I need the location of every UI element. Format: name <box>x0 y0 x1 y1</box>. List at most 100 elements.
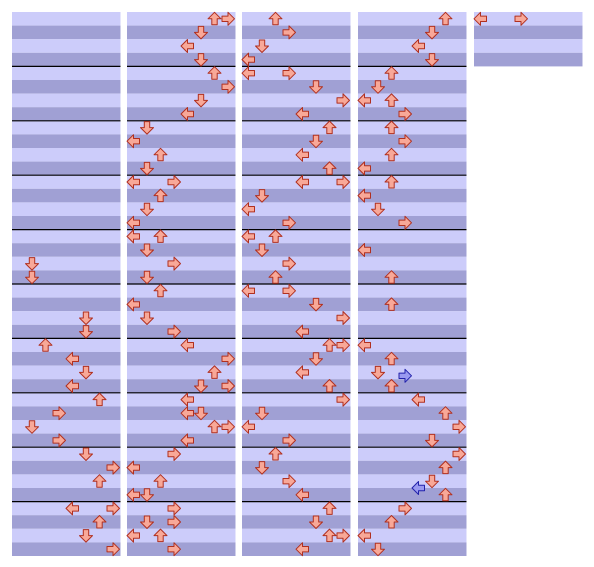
arrow-note <box>357 338 371 353</box>
arrow-note <box>268 270 283 284</box>
stripe <box>12 202 121 216</box>
arrow-note <box>357 528 371 543</box>
stripe <box>358 420 467 434</box>
stripe <box>358 216 467 230</box>
arrow-note <box>309 515 323 529</box>
arrow-note <box>425 53 439 67</box>
stripe <box>127 25 236 40</box>
arrow-note <box>336 311 350 325</box>
stripe <box>127 284 236 298</box>
arrow-note <box>194 93 208 108</box>
arrow-note <box>126 528 140 543</box>
arrow-note <box>79 311 93 325</box>
arrow-note <box>79 529 93 543</box>
arrow-note <box>194 379 208 393</box>
arrow-note <box>309 134 323 149</box>
stripe <box>358 243 467 257</box>
stripe <box>358 365 467 380</box>
stripe <box>358 229 467 244</box>
stripe <box>242 39 351 53</box>
arrow-note <box>411 481 425 495</box>
arrow-note <box>140 161 154 176</box>
stripe <box>242 379 351 393</box>
arrow-note <box>336 93 350 108</box>
stripe <box>242 120 351 135</box>
arrow-note <box>106 460 120 475</box>
arrow-note <box>322 161 337 175</box>
arrow-note <box>371 365 385 380</box>
stripe <box>242 243 351 257</box>
arrow-note <box>255 189 269 203</box>
arrow-note <box>38 338 53 352</box>
arrow-note <box>52 433 66 448</box>
stripe <box>242 80 351 94</box>
stripe <box>242 447 351 461</box>
stripe <box>12 12 121 26</box>
stripe <box>127 175 236 189</box>
stripe <box>242 392 351 407</box>
stripe <box>12 175 121 189</box>
arrow-note <box>221 11 235 26</box>
stripe <box>242 284 351 298</box>
stripe <box>242 420 351 434</box>
stripe <box>358 474 467 488</box>
arrow-note <box>514 11 528 26</box>
stripe <box>358 107 467 121</box>
stripe <box>12 338 121 352</box>
arrow-note <box>126 134 140 149</box>
stripe <box>12 66 121 80</box>
arrow-note <box>25 257 39 271</box>
stripe <box>242 134 351 148</box>
arrow-note <box>336 528 350 543</box>
arrow-note <box>241 202 255 217</box>
arrow-note <box>398 501 412 516</box>
arrow-note <box>322 120 337 135</box>
arrow-note <box>384 175 399 189</box>
stripe <box>12 284 121 298</box>
stripe <box>242 25 351 40</box>
arrow-note <box>241 229 255 244</box>
arrow-note <box>295 365 309 380</box>
stripe <box>474 12 583 26</box>
stripe <box>127 352 236 366</box>
stripe <box>242 216 351 230</box>
arrow-note <box>336 392 350 407</box>
stripe <box>127 474 236 488</box>
arrow-note <box>167 447 181 461</box>
stripe <box>127 80 236 94</box>
stripe <box>127 447 236 461</box>
stripe <box>242 256 351 271</box>
arrow-note <box>357 161 371 176</box>
stripe <box>358 447 467 461</box>
arrow-note <box>336 175 350 189</box>
arrow-note <box>255 461 269 475</box>
stripe <box>242 202 351 216</box>
stripe <box>358 270 467 284</box>
arrow-note <box>384 120 399 135</box>
arrow-note <box>411 39 425 53</box>
stripe <box>358 460 467 475</box>
arrow-note <box>167 175 181 189</box>
stripe <box>127 311 236 325</box>
stripe <box>12 270 121 284</box>
arrow-note <box>167 542 181 557</box>
stripe <box>242 460 351 475</box>
stripe <box>242 501 351 516</box>
stripe <box>242 515 351 529</box>
stripe <box>358 406 467 420</box>
arrow-note <box>140 202 154 217</box>
stripe <box>12 25 121 40</box>
stripe <box>242 161 351 176</box>
arrow-note <box>207 365 222 379</box>
arrow-note <box>438 11 453 26</box>
arrow-note <box>65 379 79 393</box>
stripe <box>358 52 467 67</box>
arrow-note <box>473 11 487 26</box>
arrow-note <box>438 460 453 475</box>
arrow-note <box>282 66 296 81</box>
arrow-note <box>384 66 399 80</box>
arrow-note <box>255 406 269 421</box>
stripe <box>358 120 467 135</box>
arrow-note <box>194 53 208 67</box>
